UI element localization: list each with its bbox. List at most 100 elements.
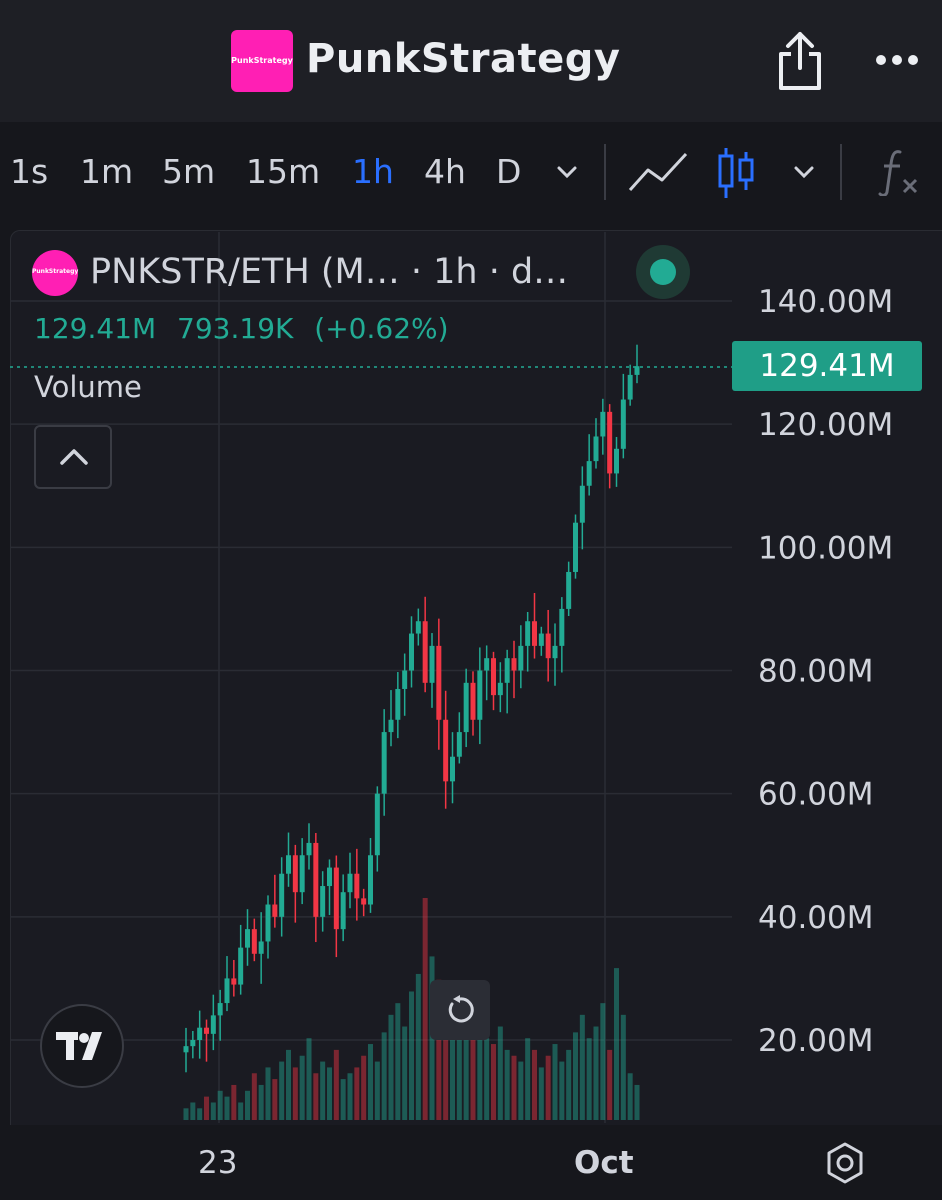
- volume-bar: [415, 973, 421, 1120]
- tf-1s[interactable]: 1s: [10, 152, 49, 191]
- line-chart-icon[interactable]: [628, 150, 688, 194]
- volume-bar: [634, 1084, 640, 1120]
- candle-body: [525, 621, 531, 646]
- candle-body: [340, 892, 346, 930]
- volume-indicator-label[interactable]: Volume: [34, 370, 142, 404]
- candle-body: [422, 621, 428, 683]
- volume-bar: [197, 1108, 203, 1120]
- app-logo-text: PunkStrategy: [231, 56, 293, 65]
- candle-body: [579, 485, 585, 523]
- candle-body: [614, 448, 619, 474]
- candle-body: [272, 904, 278, 917]
- volume-bar: [217, 1090, 223, 1120]
- share-icon[interactable]: [775, 30, 825, 92]
- volume-bar: [443, 1003, 449, 1120]
- volume-bar: [238, 1102, 244, 1120]
- volume-bar: [204, 1096, 209, 1120]
- tradingview-logo[interactable]: [40, 1004, 124, 1088]
- volume-bar: [368, 1044, 373, 1120]
- volume-bar: [497, 1026, 503, 1120]
- tradingview-icon: [56, 1032, 102, 1060]
- candlestick-icon[interactable]: [716, 146, 756, 200]
- volume-bar: [333, 1049, 339, 1120]
- tf-15m[interactable]: 15m: [246, 152, 321, 191]
- volume-bar: [450, 1014, 455, 1120]
- volume-bar: [231, 1084, 237, 1120]
- candle-body: [217, 1003, 223, 1016]
- y-tick-label: 140.00M: [758, 284, 893, 320]
- candle-body: [477, 670, 483, 720]
- ohlc-values: 129.41M 793.19K (+0.62%): [34, 312, 461, 345]
- candle-body: [552, 645, 558, 659]
- tf-5m[interactable]: 5m: [162, 152, 216, 191]
- tf-4h[interactable]: 4h: [424, 152, 466, 191]
- volume-bar: [586, 1038, 592, 1120]
- candle-body: [607, 411, 613, 474]
- y-tick-label: 20.00M: [758, 1023, 874, 1059]
- candle-body: [429, 645, 435, 683]
- reset-icon: [448, 995, 474, 1023]
- chart-type-chevron-icon[interactable]: [792, 164, 816, 180]
- volume-bar: [286, 1049, 291, 1120]
- candle-body: [470, 682, 476, 720]
- tf-d[interactable]: D: [496, 152, 522, 191]
- candle-body: [491, 658, 496, 696]
- candle-body: [258, 941, 264, 954]
- app-title: PunkStrategy: [306, 36, 621, 82]
- indicators-icon[interactable]: [878, 146, 920, 196]
- candle-body: [586, 461, 592, 486]
- tf-1h[interactable]: 1h: [352, 152, 394, 191]
- candle-body: [251, 929, 257, 954]
- volume-bar: [456, 1026, 462, 1120]
- candle-body: [627, 374, 633, 400]
- volume-bar: [504, 1049, 510, 1120]
- timeframe-chevron-icon[interactable]: [555, 164, 579, 180]
- candle-body: [231, 978, 237, 985]
- volume-bar: [627, 1073, 633, 1120]
- volume-bar: [545, 1055, 551, 1120]
- more-icon[interactable]: [872, 48, 922, 72]
- candle-body: [436, 645, 442, 720]
- y-tick-label: 80.00M: [758, 654, 874, 690]
- volume-bar: [552, 1044, 558, 1120]
- volume-bar: [566, 1049, 572, 1120]
- volume-bar: [559, 1061, 565, 1120]
- candle-body: [320, 886, 326, 917]
- y-tick-label: 40.00M: [758, 900, 874, 936]
- candle-body: [238, 947, 244, 985]
- volume-bar: [340, 1079, 346, 1120]
- volume-bar: [347, 1073, 353, 1120]
- volume-bar: [265, 1067, 271, 1120]
- candle-body: [381, 732, 387, 794]
- volume-bar: [573, 1032, 578, 1120]
- volume-bar: [422, 898, 428, 1120]
- candle-body: [368, 855, 373, 905]
- app-header: PunkStrategy PunkStrategy: [0, 0, 942, 122]
- candle-body: [210, 1015, 216, 1034]
- y-tick-label: 120.00M: [758, 407, 893, 443]
- y-tick-label: 100.00M: [758, 530, 893, 566]
- reset-chart-button[interactable]: [430, 980, 490, 1040]
- volume-bar: [614, 968, 619, 1120]
- volume-bar: [245, 1090, 250, 1120]
- volume-bar: [409, 991, 414, 1120]
- candle-body: [504, 658, 510, 683]
- volume-bar: [354, 1067, 360, 1120]
- candle-body: [395, 688, 401, 720]
- candle-body: [620, 399, 626, 449]
- candle-body: [197, 1027, 203, 1040]
- chart-grid: [10, 232, 732, 1123]
- candle-body: [347, 873, 353, 893]
- tf-1m[interactable]: 1m: [80, 152, 134, 191]
- collapse-legend-button[interactable]: [34, 425, 112, 489]
- candle-body: [456, 732, 462, 757]
- symbol-title[interactable]: PNKSTR/ETH (M… · 1h · d…: [90, 252, 569, 292]
- volume-bar: [620, 1014, 626, 1120]
- y-tick-label: 60.00M: [758, 777, 874, 813]
- volume-bar: [313, 1073, 319, 1120]
- chart-settings-icon[interactable]: [822, 1140, 868, 1186]
- candle-body: [190, 1040, 196, 1047]
- candle-body: [566, 571, 572, 609]
- toolbar-divider: [604, 144, 606, 200]
